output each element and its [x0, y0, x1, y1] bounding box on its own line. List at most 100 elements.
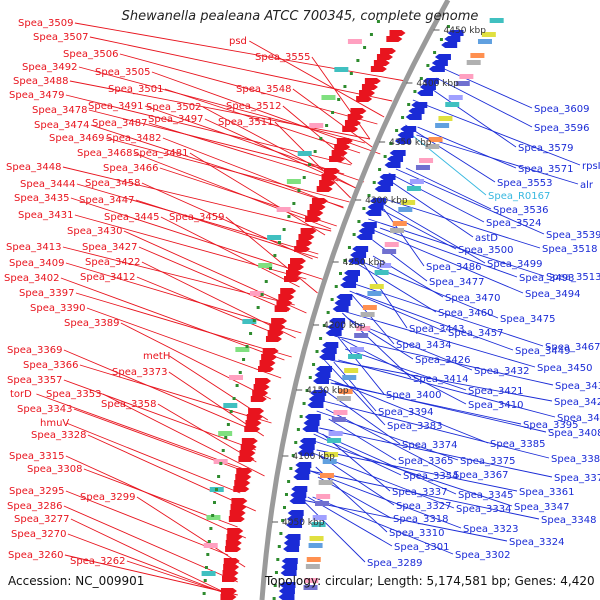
- gc-dot: [401, 116, 405, 119]
- reverse-arrow: [400, 126, 417, 132]
- reverse-arrow: [369, 198, 386, 204]
- gc-dot: [322, 324, 326, 327]
- gc-dot: [226, 423, 230, 426]
- left-gene-label: Spea_3358: [101, 399, 156, 410]
- right-label-line: [436, 77, 533, 128]
- gc-dot: [281, 519, 285, 522]
- right-gene-label: Spea_3436: [555, 381, 600, 392]
- left-gene-label: Spea_3295: [9, 486, 64, 497]
- left-gene-label: Spea_3512: [226, 101, 281, 112]
- feature-block: [428, 137, 443, 142]
- left-label-line: [63, 379, 256, 451]
- left-label-line: [135, 199, 319, 259]
- right-gene-label: Spea_3417: [557, 413, 600, 424]
- feature-block: [242, 319, 257, 324]
- gc-dot: [256, 306, 260, 309]
- right-gene-label: Spea_3410: [468, 400, 523, 411]
- gc-dot: [363, 46, 367, 49]
- forward-arrow: [370, 66, 387, 72]
- right-gene-label: Spea_3395: [523, 420, 578, 431]
- right-label-line: [383, 208, 425, 267]
- gc-dot: [308, 163, 312, 166]
- feature-block: [344, 368, 359, 373]
- feature-block: [213, 459, 228, 464]
- gc-dot: [357, 220, 361, 223]
- feature-block: [342, 375, 357, 380]
- right-gene-label: Spea_3348: [541, 515, 596, 526]
- reverse-arrow: [365, 210, 382, 216]
- right-gene-label: Spea_3334: [456, 504, 511, 515]
- reverse-arrow: [313, 378, 330, 384]
- left-gene-label: Spea_3458: [85, 178, 140, 189]
- feature-block: [336, 396, 351, 401]
- kbp-tick-label: 4400 kbp: [416, 79, 459, 89]
- right-gene-label: Spea_3518: [542, 244, 597, 255]
- left-label-line: [105, 137, 350, 203]
- feature-block: [338, 389, 353, 394]
- reverse-arrow: [342, 276, 359, 282]
- gc-dot: [426, 64, 430, 67]
- left-gene-label: Spea_3413: [6, 242, 61, 253]
- right-label-line: [405, 124, 496, 183]
- right-gene-label: Spea_3318: [393, 514, 448, 525]
- feature-block: [390, 228, 405, 233]
- left-gene-label: Spea_3506: [63, 49, 118, 60]
- forward-arrow: [236, 468, 253, 474]
- forward-arrow: [220, 594, 237, 600]
- right-gene-label: Spea_3553: [497, 178, 552, 189]
- reverse-arrow: [280, 570, 297, 576]
- left-gene-label: metH: [143, 351, 170, 362]
- feature-block: [455, 81, 470, 86]
- right-gene-label: Spea_3450: [537, 363, 592, 374]
- left-gene-label: Spea_3459: [169, 212, 224, 223]
- left-label-line: [225, 216, 318, 294]
- forward-arrow: [386, 36, 403, 42]
- forward-arrow: [269, 324, 286, 330]
- forward-arrow: [240, 444, 257, 450]
- forward-arrow: [274, 306, 291, 312]
- left-label-line: [74, 214, 307, 280]
- forward-arrow: [262, 348, 279, 354]
- left-gene-label: Spea_3357: [7, 375, 62, 386]
- left-gene-label: Spea_3343: [17, 404, 72, 415]
- gc-dot: [274, 571, 278, 574]
- left-gene-label: Spea_3448: [6, 162, 61, 173]
- right-gene-label: Spea_3494: [525, 289, 580, 300]
- feature-block: [334, 67, 349, 72]
- left-gene-label: Spea_3315: [9, 451, 64, 462]
- feature-block: [374, 270, 389, 275]
- right-gene-label: Spea_3327: [396, 501, 451, 512]
- reverse-arrow: [325, 330, 342, 336]
- feature-block: [398, 207, 413, 212]
- gc-dot: [204, 566, 208, 569]
- left-label-line: [249, 40, 385, 118]
- gc-dot: [292, 202, 296, 205]
- gc-dot: [284, 493, 288, 496]
- gc-dot: [217, 475, 221, 478]
- feature-block: [348, 354, 363, 359]
- gc-dot: [294, 441, 298, 444]
- reverse-arrow: [298, 444, 315, 450]
- gc-dot: [272, 597, 276, 600]
- forward-arrow: [239, 450, 256, 456]
- left-label-line: [65, 490, 229, 556]
- left-gene-label: Spea_3444: [20, 179, 75, 190]
- right-label-line: [313, 440, 513, 507]
- right-gene-label: Spea_3414: [413, 374, 468, 385]
- gc-dot: [325, 124, 329, 127]
- forward-arrow: [298, 234, 315, 240]
- right-gene-label: Spea_3486: [426, 262, 481, 273]
- left-label-line: [120, 322, 271, 400]
- reverse-arrow: [352, 246, 369, 252]
- feature-block: [312, 515, 327, 520]
- left-gene-label: Spea_3481: [133, 148, 188, 159]
- gc-dot: [296, 428, 300, 431]
- gc-dot: [242, 358, 246, 361]
- reverse-arrow: [419, 84, 436, 90]
- left-label-line: [126, 560, 232, 596]
- right-gene-label: Spea_3449: [515, 346, 570, 357]
- forward-arrow: [356, 96, 373, 102]
- feature-block: [481, 32, 496, 37]
- forward-arrow: [347, 114, 364, 120]
- forward-arrow: [259, 360, 276, 366]
